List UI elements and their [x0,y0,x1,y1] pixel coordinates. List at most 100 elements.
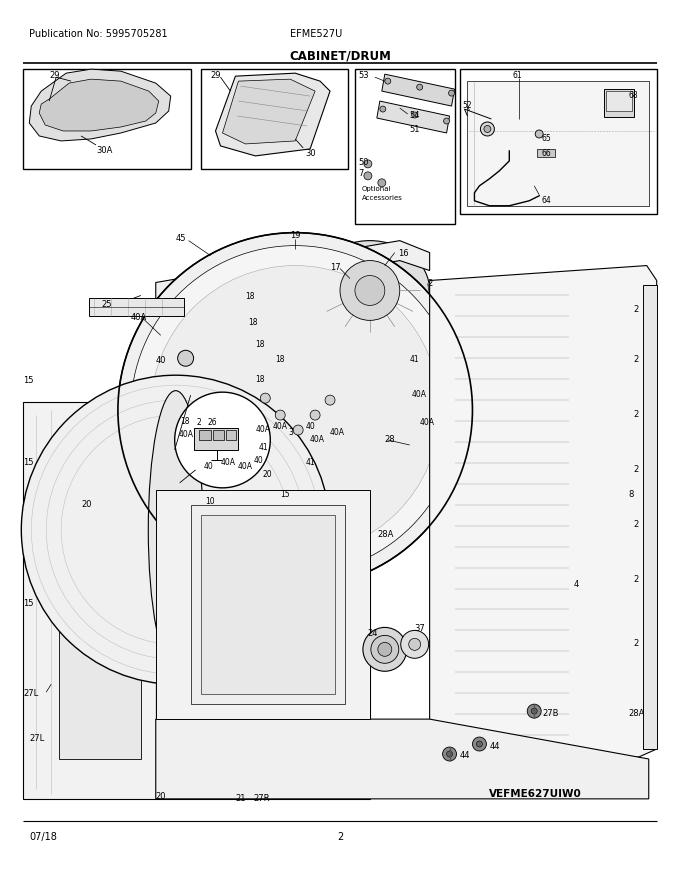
Bar [355,70,454,224]
Circle shape [481,122,494,136]
Bar [201,70,348,169]
Bar [454,630,569,640]
Text: Accessories: Accessories [362,194,403,201]
Text: 27L: 27L [23,689,39,698]
Text: 2: 2 [337,832,343,842]
Ellipse shape [310,240,430,341]
Bar [23,70,190,169]
Text: 18: 18 [248,319,258,327]
Bar [454,568,569,576]
Bar [505,121,520,131]
Circle shape [443,747,456,761]
Text: 51: 51 [410,125,420,134]
Circle shape [411,112,418,118]
Text: 4: 4 [574,580,579,589]
Text: 2: 2 [634,410,639,419]
Ellipse shape [156,391,216,669]
Text: Optional: Optional [362,186,392,192]
Bar [454,651,569,660]
Text: 68: 68 [629,92,639,100]
Bar [454,317,569,326]
Text: 44: 44 [460,751,470,760]
Circle shape [443,118,449,124]
Text: 50: 50 [358,158,369,167]
Circle shape [527,704,541,718]
Bar [537,149,555,157]
Bar [454,358,569,367]
Bar [460,70,657,214]
Text: 40: 40 [203,462,214,471]
Circle shape [177,350,194,366]
Circle shape [371,635,398,664]
Text: 27R: 27R [254,794,270,803]
Text: 28A: 28A [378,530,394,539]
Text: 28A: 28A [629,709,645,718]
Text: 18: 18 [256,375,265,385]
Circle shape [340,260,400,320]
Text: 40: 40 [156,356,166,365]
Circle shape [535,130,543,138]
Text: 3: 3 [288,428,293,437]
Polygon shape [156,490,370,719]
Text: 19: 19 [290,231,301,239]
Text: 20: 20 [262,470,272,479]
Circle shape [275,410,285,420]
Circle shape [310,410,320,420]
Text: 16: 16 [398,249,409,258]
Text: 40A: 40A [330,428,345,437]
Text: 52: 52 [462,101,472,110]
Text: 66: 66 [541,149,551,158]
Polygon shape [467,81,649,206]
Circle shape [484,126,491,133]
Circle shape [531,708,537,715]
Polygon shape [216,73,330,156]
Text: 29: 29 [211,71,221,80]
Bar [604,89,634,117]
Text: 41: 41 [258,443,268,452]
Text: 26: 26 [207,418,217,427]
Bar [454,546,569,555]
Polygon shape [382,74,454,106]
Text: 18: 18 [245,292,255,302]
Text: 40A: 40A [179,430,194,439]
Circle shape [151,266,439,554]
Polygon shape [377,101,449,133]
Circle shape [175,392,270,488]
Circle shape [118,232,473,588]
Circle shape [447,751,452,757]
Circle shape [449,90,454,96]
Text: EFME527U: EFME527U [290,29,343,40]
Text: 61: 61 [513,71,522,80]
Circle shape [378,179,386,187]
Text: 40: 40 [254,456,263,465]
Polygon shape [156,490,370,799]
Text: CABINET/DRUM: CABINET/DRUM [289,49,391,62]
Ellipse shape [148,391,203,669]
Text: 44: 44 [490,742,500,751]
Text: 2: 2 [634,520,639,529]
Polygon shape [222,79,315,144]
Circle shape [401,630,428,658]
Bar [194,428,239,450]
Circle shape [260,393,270,403]
Text: 2: 2 [634,356,639,364]
Text: 40A: 40A [237,462,252,471]
Bar [186,520,335,759]
Text: 30A: 30A [96,146,112,155]
Bar [522,121,533,131]
Circle shape [385,78,391,84]
Text: 30: 30 [305,149,316,158]
Text: 27L: 27L [29,734,44,743]
Bar [190,505,345,704]
Text: 40A: 40A [256,425,271,434]
Text: 20: 20 [81,500,92,509]
Bar [454,735,569,744]
Text: 24: 24 [368,629,378,638]
Bar [454,715,569,723]
Bar [89,298,184,317]
Text: 65: 65 [541,134,551,143]
Polygon shape [29,70,171,141]
Text: 21: 21 [235,794,246,803]
Text: 40A: 40A [310,435,325,444]
Text: 15: 15 [280,490,290,499]
